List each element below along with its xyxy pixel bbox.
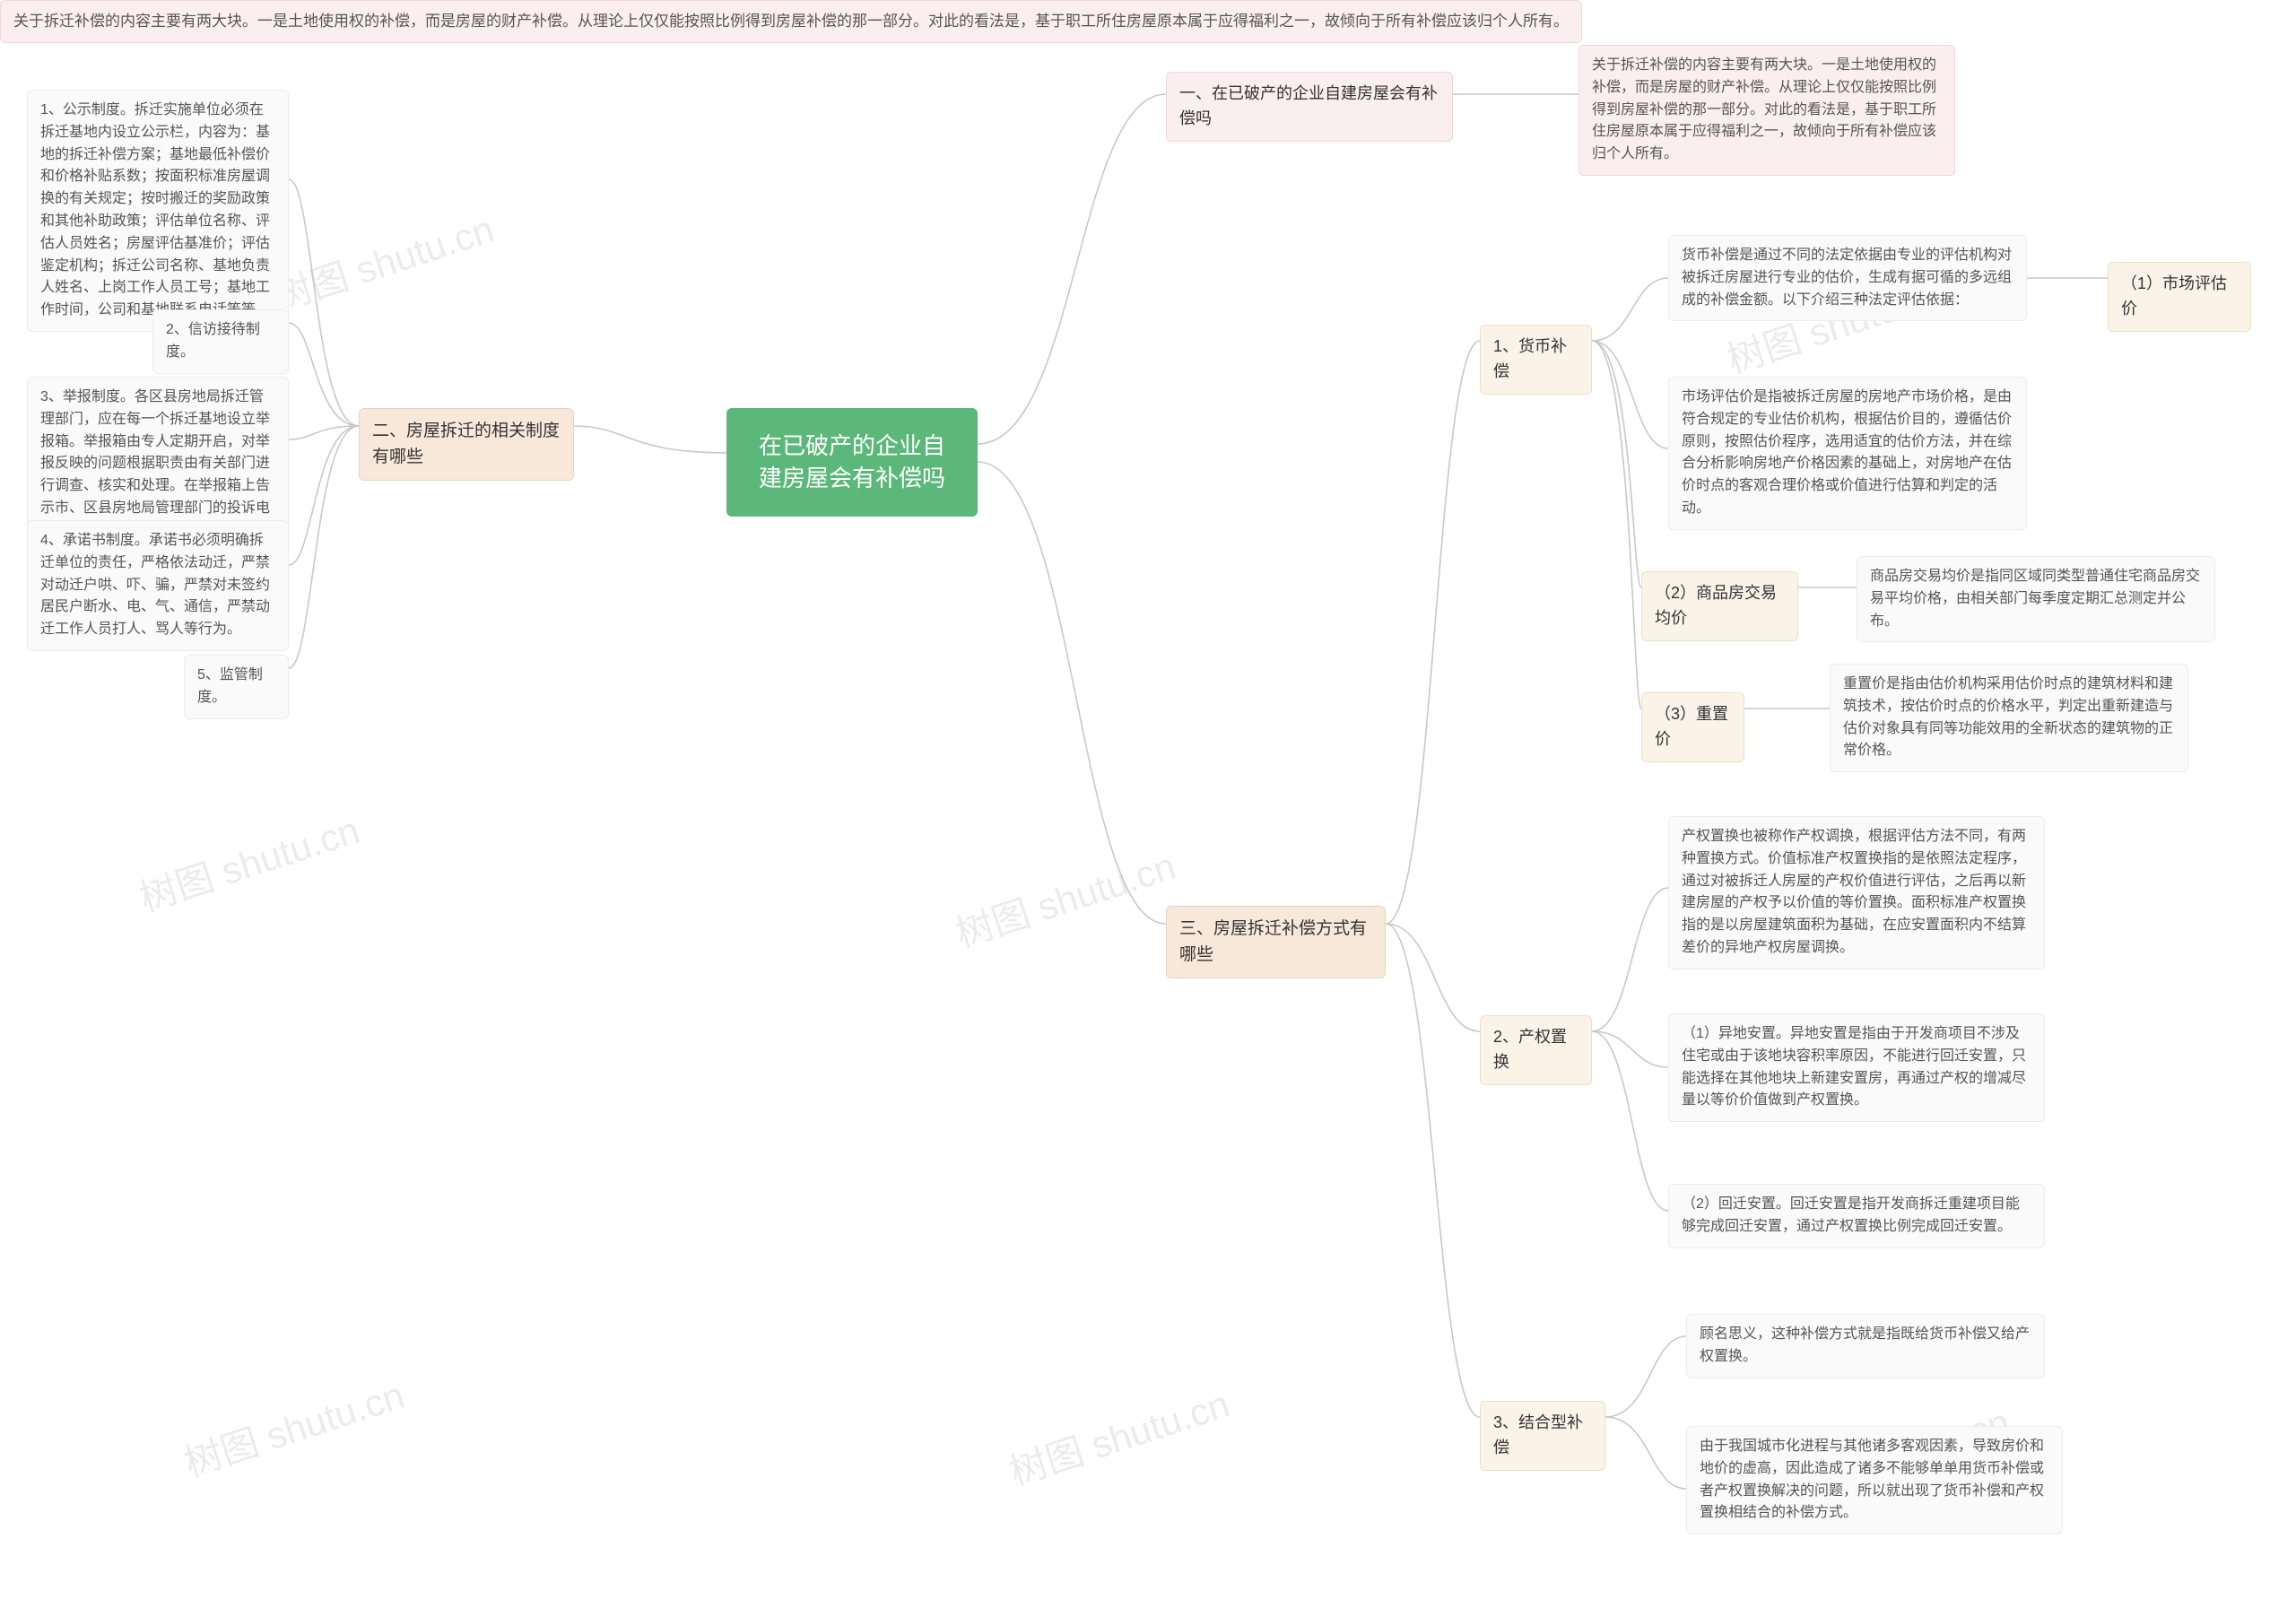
root-node: 在已破产的企业自建房屋会有补偿吗: [726, 408, 978, 517]
section3-item1-detail: 货币补偿是通过不同的法定依据由专业的评估机构对被拆迁房屋进行专业的估价，生成有据…: [1668, 235, 2027, 321]
section3-item1-sub3-detail: 重置价是指由估价机构采用估价时点的建筑材料和建筑技术，按估价时点的价格水平，判定…: [1830, 664, 2188, 772]
section3-item1-sub2-detail: 商品房交易均价是指同区域同类型普通住宅商品房交易平均价格，由相关部门每季度定期汇…: [1857, 556, 2215, 642]
section3-item1-sub1-detail: 市场评估价是指被拆迁房屋的房地产市场价格，是由符合规定的专业估价机构，根据估价目…: [1668, 377, 2027, 530]
section2-title: 二、房屋拆迁的相关制度有哪些: [359, 408, 574, 481]
section3-title: 三、房屋拆迁补偿方式有哪些: [1166, 906, 1386, 978]
section2-item2: 2、信访接待制度。: [152, 309, 289, 374]
section3-item1: 1、货币补偿: [1480, 325, 1592, 395]
section1-detail: 关于拆迁补偿的内容主要有两大块。一是土地使用权的补偿，而是房屋的财产补偿。从理论…: [0, 0, 1582, 43]
section3-item1-sub3-title: （3）重置价: [1641, 692, 1744, 762]
watermark: 树图 shutu.cn: [266, 199, 500, 322]
section3-item3-sub1: 顾名思义，这种补偿方式就是指既给货币补偿又给产权置换。: [1686, 1314, 2045, 1378]
section2-item5: 5、监管制度。: [184, 655, 289, 719]
section3-item1-sub1-title: （1）市场评估价: [2108, 262, 2251, 332]
section3-item2: 2、产权置换: [1480, 1015, 1592, 1085]
watermark: 树图 shutu.cn: [1002, 1374, 1236, 1497]
section3-item2-sub2: （2）回迁安置。回迁安置是指开发商拆迁重建项目能够完成回迁安置，通过产权置换比例…: [1668, 1184, 2045, 1248]
section3-item2-sub1: （1）异地安置。异地安置是指由于开发商项目不涉及住宅或由于该地块容积率原因，不能…: [1668, 1013, 2045, 1122]
section1-title: 一、在已破产的企业自建房屋会有补偿吗: [1166, 72, 1453, 142]
section2-item4: 4、承诺书制度。承诺书必须明确拆迁单位的责任，严格依法动迁，严禁对动迁户哄、吓、…: [27, 520, 289, 651]
section3-item2-detail: 产权置换也被称作产权调换，根据评估方法不同，有两种置换方式。价值标准产权置换指的…: [1668, 816, 2045, 969]
section1-detail: 关于拆迁补偿的内容主要有两大块。一是土地使用权的补偿，而是房屋的财产补偿。从理论…: [1578, 45, 1955, 176]
section2-item1: 1、公示制度。拆迁实施单位必须在拆迁基地内设立公示栏，内容为：基地的拆迁补偿方案…: [27, 90, 289, 332]
section3-item1-sub2-title: （2）商品房交易均价: [1641, 571, 1798, 641]
section3-item3-sub2: 由于我国城市化进程与其他诸多客观因素，导致房价和地价的虚高，因此造成了诸多不能够…: [1686, 1426, 2063, 1534]
section3-item3: 3、结合型补偿: [1480, 1401, 1605, 1471]
watermark: 树图 shutu.cn: [132, 800, 366, 923]
watermark: 树图 shutu.cn: [177, 1365, 411, 1488]
watermark: 树图 shutu.cn: [948, 836, 1182, 959]
